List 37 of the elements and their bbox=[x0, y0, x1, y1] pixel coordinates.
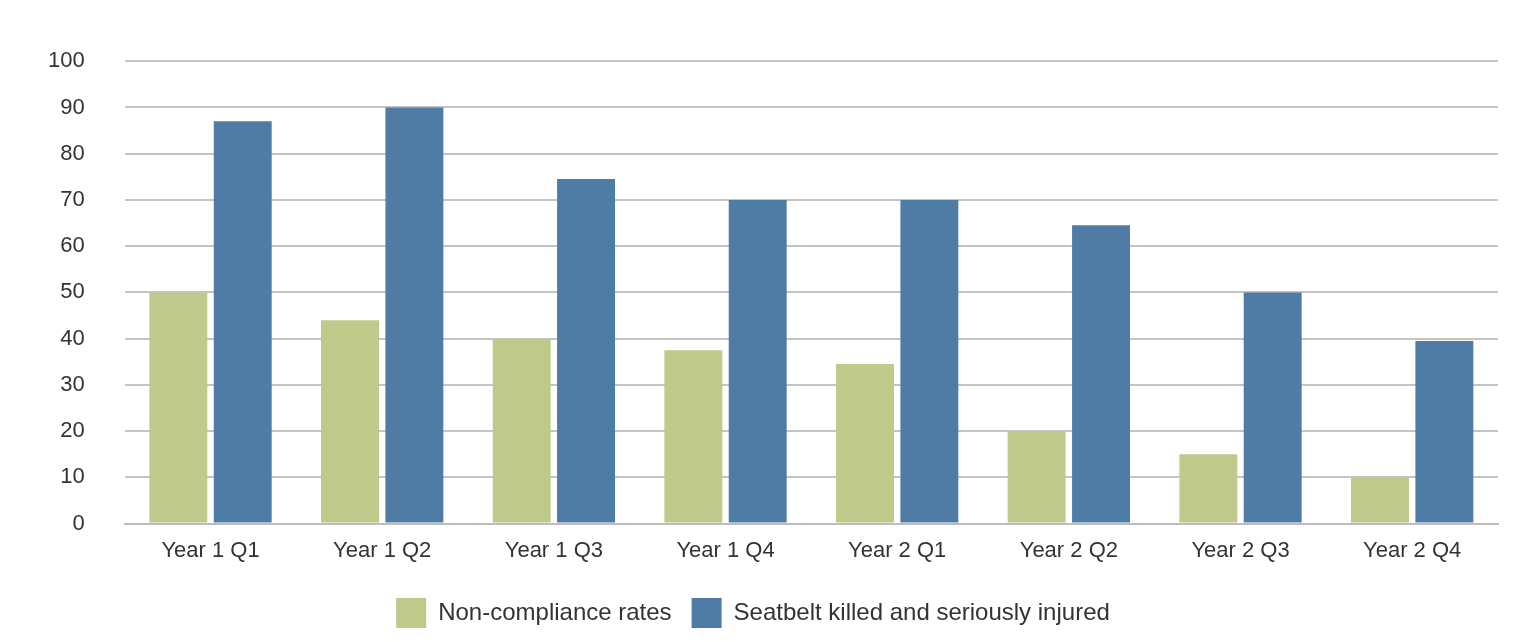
legend-label: Seatbelt killed and seriously injured bbox=[733, 597, 1110, 625]
y-tick-label: 40 bbox=[60, 324, 85, 350]
y-tick-label: 50 bbox=[60, 278, 85, 304]
bar bbox=[321, 320, 379, 523]
y-tick-label: 10 bbox=[60, 463, 85, 489]
bar bbox=[1179, 454, 1238, 523]
x-tick-label: Year 2 Q3 bbox=[1191, 536, 1290, 562]
bar bbox=[900, 199, 959, 523]
bar bbox=[728, 199, 787, 523]
y-tick-label: 0 bbox=[72, 509, 85, 535]
legend-label: Non-compliance rates bbox=[438, 597, 672, 625]
bar bbox=[1351, 477, 1409, 523]
bar bbox=[492, 338, 551, 523]
x-tick-label: Year 2 Q4 bbox=[1363, 536, 1462, 562]
bar bbox=[213, 121, 272, 523]
bar bbox=[836, 364, 894, 523]
x-tick-label: Year 1 Q4 bbox=[676, 536, 775, 562]
bar bbox=[1243, 292, 1302, 523]
bar bbox=[1007, 431, 1066, 523]
y-tick-label: 30 bbox=[60, 370, 85, 396]
bar bbox=[664, 350, 723, 523]
bar bbox=[1072, 225, 1130, 523]
x-tick-label: Year 1 Q2 bbox=[333, 536, 432, 562]
x-tick-label: Year 2 Q1 bbox=[848, 536, 947, 562]
y-tick-label: 90 bbox=[60, 93, 85, 119]
bar bbox=[1415, 340, 1474, 523]
x-tick-label: Year 1 Q3 bbox=[504, 536, 603, 562]
y-tick-label: 80 bbox=[60, 139, 85, 165]
y-tick-label: 60 bbox=[60, 232, 85, 258]
y-tick-label: 70 bbox=[60, 185, 85, 211]
bar bbox=[149, 292, 208, 523]
x-tick-label: Year 1 Q1 bbox=[161, 536, 260, 562]
y-tick-label: 100 bbox=[47, 47, 85, 73]
bar bbox=[385, 107, 444, 523]
x-tick-label: Year 2 Q2 bbox=[1019, 536, 1118, 562]
bar bbox=[557, 179, 616, 523]
y-tick-label: 20 bbox=[60, 417, 85, 443]
